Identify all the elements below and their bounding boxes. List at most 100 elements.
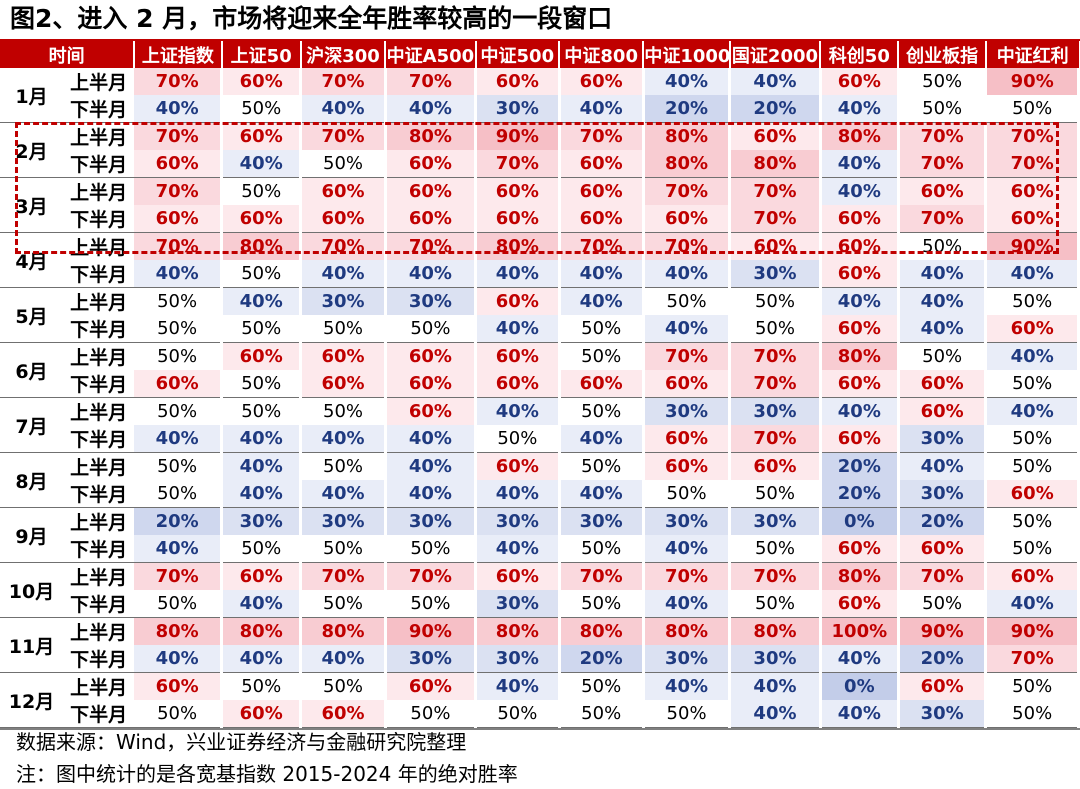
win-rate-cell: 40% [820,150,900,178]
win-rate-cell: 50% [559,397,645,425]
win-rate-cell: 40% [898,287,988,315]
win-rate-cell: 50% [300,397,387,425]
half-month-label: 上半月 [70,292,128,314]
win-rate-cell: 40% [985,342,1080,370]
win-rate-cell: 40% [475,397,561,425]
win-rate-cell: 40% [134,425,224,453]
half-month-label: 上半月 [70,182,128,204]
win-rate-cell: 60% [898,370,988,398]
table-row: 下半月 40% 50% 50% 50% 40% 50% 40% 50% 60% 60% 50% [0,535,1080,563]
win-rate-cell: 60% [820,590,900,618]
win-rate-cell: 50% [385,535,478,563]
win-rate-cell: 60% [559,68,645,95]
win-rate-cell: 60% [475,177,561,205]
win-rate-cell: 30% [475,507,561,535]
win-rate-cell: 60% [475,342,561,370]
win-rate-cell: 50% [729,315,822,343]
header-cni2000: 国证2000 [729,41,822,68]
win-rate-cell: 70% [729,205,822,233]
win-rate-cell: 100% [820,617,900,645]
win-rate-cell: 30% [385,507,478,535]
table-row: 4月 上半月 70% 80% 70% 70% 80% 70% 70% 60% 60% 50% 90% [0,232,1080,288]
win-rate-cell: 80% [820,562,900,590]
win-rate-cell: 30% [475,590,561,618]
win-rate-cell: 70% [729,177,822,205]
win-rate-cell: 70% [729,562,822,590]
win-rate-cell: 20% [559,645,645,673]
win-rate-cell: 40% [134,645,224,673]
month-label: 1月 [0,68,64,123]
win-rate-cell: 80% [820,122,900,150]
win-rate-cell: 70% [134,68,224,95]
win-rate-cell: 50% [221,95,303,123]
win-rate-cell: 70% [385,68,478,95]
win-rate-cell: 80% [643,617,732,645]
win-rate-cell: 50% [729,287,822,315]
win-rate-cell: 50% [559,342,645,370]
source-note: 数据来源：Wind，兴业证券经济与金融研究院整理 [16,730,467,754]
win-rate-cell: 60% [475,68,561,95]
win-rate-cell: 60% [300,370,387,398]
win-rate-cell: 70% [643,562,732,590]
month-label: 6月 [0,342,64,398]
win-rate-cell: 50% [985,425,1080,453]
win-rate-cell: 40% [820,645,900,673]
win-rate-cell: 40% [300,95,387,123]
win-rate-cell: 50% [985,700,1080,728]
win-rate-cell: 60% [985,177,1080,205]
win-rate-cell: 60% [985,205,1080,233]
win-rate-cell: 60% [385,370,478,398]
table-row: 2月 上半月 70% 60% 70% 80% 90% 70% 80% 60% 80% 70% 70% [0,122,1080,178]
win-rate-cell: 90% [475,122,561,150]
win-rate-cell: 60% [820,315,900,343]
win-rate-cell: 50% [134,480,224,508]
win-rate-cell: 80% [475,617,561,645]
half-month-label: 下半月 [63,315,135,343]
win-rate-cell: 60% [559,177,645,205]
win-rate-cell: 70% [475,150,561,178]
win-rate-cell: 40% [985,590,1080,618]
win-rate-cell: 70% [385,562,478,590]
table-row: 5月 上半月 50% 40% 30% 30% 60% 40% 50% 50% 40% 40% 50% [0,287,1080,343]
win-rate-cell: 60% [385,397,478,425]
win-rate-cell: 40% [221,590,303,618]
win-rate-cell: 50% [985,370,1080,398]
win-rate-cell: 30% [729,397,822,425]
win-rate-cell: 40% [985,397,1080,425]
win-rate-cell: 40% [134,95,224,123]
win-rate-cell: 60% [300,205,387,233]
win-rate-cell: 70% [729,370,822,398]
win-rate-cell: 40% [475,315,561,343]
month-label: 4月 [0,232,64,288]
table-row: 下半月 60% 50% 60% 60% 60% 60% 60% 70% 60% 60% 50% [0,370,1080,398]
win-rate-cell: 50% [300,150,387,178]
win-rate-cell: 30% [643,507,732,535]
win-rate-cell: 40% [559,287,645,315]
win-rate-cell: 70% [134,562,224,590]
month-label: 9月 [0,507,64,563]
win-rate-cell: 60% [729,452,822,480]
win-rate-cell: 60% [559,150,645,178]
win-rate-cell: 60% [820,535,900,563]
win-rate-cell: 30% [475,95,561,123]
win-rate-cell: 50% [729,590,822,618]
win-rate-cell: 70% [985,122,1080,150]
win-rate-cell: 40% [221,480,303,508]
win-rate-cell: 60% [729,232,822,260]
month-label: 3月 [0,177,64,233]
win-rate-cell: 60% [643,205,732,233]
figure-title: 图2、进入 2 月，市场将迎来全年胜率较高的一段窗口 [10,4,613,33]
win-rate-cell: 50% [985,535,1080,563]
win-rate-cell: 40% [643,590,732,618]
half-month-label: 上半月 [70,677,128,699]
win-rate-cell: 50% [729,480,822,508]
win-rate-cell: 50% [385,700,478,728]
win-rate-cell: 60% [221,68,303,95]
half-month-label: 上半月 [70,512,128,534]
win-rate-cell: 30% [729,645,822,673]
win-rate-cell: 40% [643,315,732,343]
table-row: 10月 上半月 70% 60% 70% 70% 60% 70% 70% 70% 80% 70% 60% [0,562,1080,618]
win-rate-cell: 60% [300,342,387,370]
header-csi500: 中证500 [475,41,561,68]
header-sse-composite: 上证指数 [134,41,223,68]
